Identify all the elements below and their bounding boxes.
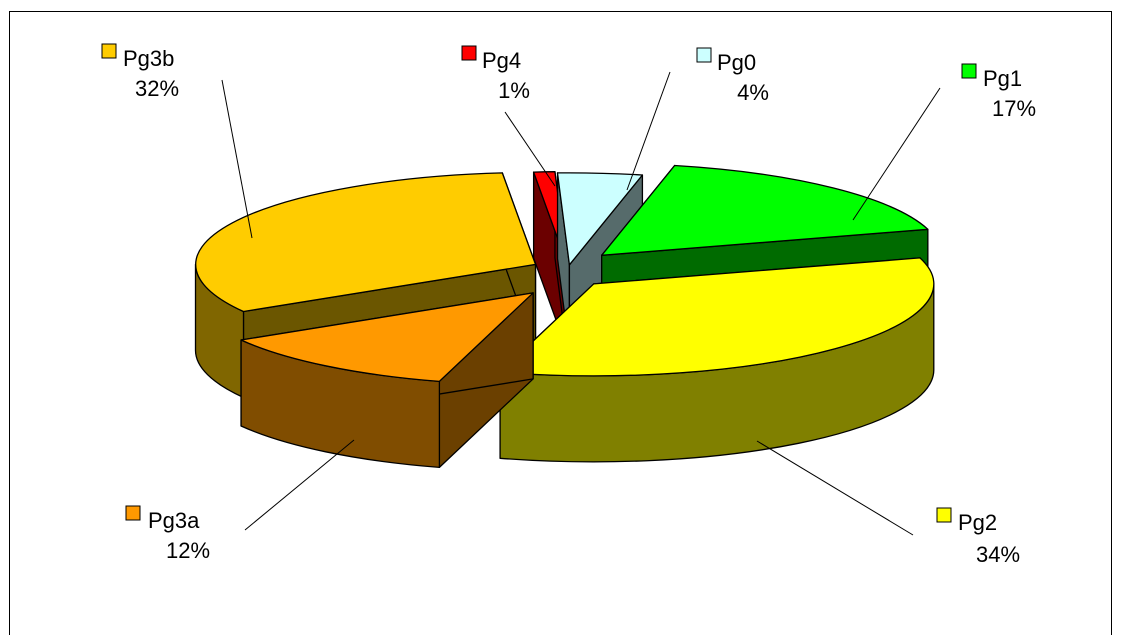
slice-name-label: Pg3a [148,508,200,533]
legend-key [936,507,952,523]
slice-name-label: Pg4 [482,48,521,73]
slice-name-label: Pg3b [123,46,174,71]
data-label-pg3a: Pg3a 12% [125,439,355,563]
legend-key [696,47,712,63]
slice-top [499,257,935,377]
slice-name-label: Pg1 [983,66,1022,91]
pie-slice-pg2 [499,257,935,463]
leader-line [626,71,671,191]
slice-percent-label: 12% [166,538,210,563]
slice-name-label: Pg2 [958,510,997,535]
leader-line [221,79,253,239]
leader-line [244,439,355,531]
leader-line [504,111,556,187]
slice-percent-label: 4% [737,80,769,105]
slice-top [556,172,644,266]
legend-key [125,505,141,521]
slice-top [195,172,537,313]
slice-percent-label: 34% [976,542,1020,567]
leader-line [852,87,941,221]
slice-percent-label: 17% [992,96,1036,121]
legend-key [101,43,117,59]
slice-top [601,164,929,256]
pie-slice-pg3a [240,292,534,469]
slice-name-label: Pg0 [717,50,756,75]
legend-key [961,63,977,79]
slice-percent-label: 32% [135,76,179,101]
slice-top [240,292,534,383]
slice-percent-label: 1% [498,78,530,103]
leader-line [756,440,914,536]
legend-key [461,45,477,61]
data-label-pg3b: Pg3b 32% [101,43,253,239]
